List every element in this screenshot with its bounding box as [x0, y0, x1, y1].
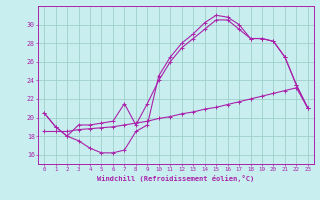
X-axis label: Windchill (Refroidissement éolien,°C): Windchill (Refroidissement éolien,°C) — [97, 175, 255, 182]
